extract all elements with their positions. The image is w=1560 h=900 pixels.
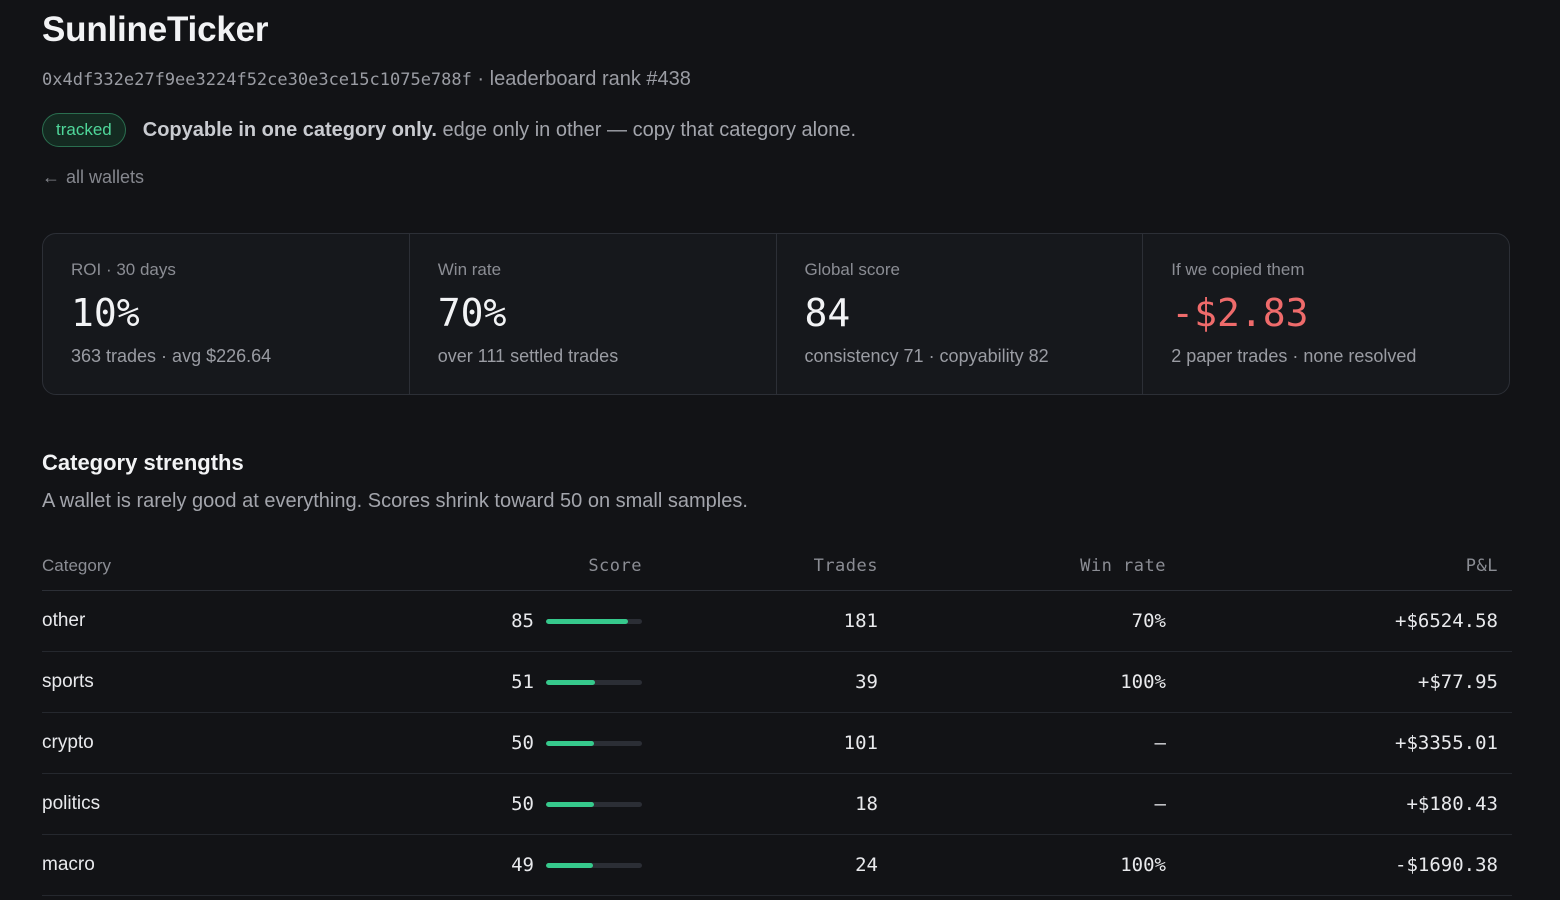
table-row: crypto 50 101 — +$3355.01 <box>42 712 1512 774</box>
stat-label: Win rate <box>437 260 502 279</box>
category-pnl: +$3355.01 <box>1166 712 1512 774</box>
score-bar <box>546 862 642 868</box>
category-win-rate: 100% <box>878 834 1166 896</box>
category-name: other <box>42 590 342 652</box>
table-row: politics 50 18 — +$180.43 <box>42 773 1512 835</box>
category-table: Category Score Trades Win rate P&L other… <box>42 546 1512 896</box>
stat-cards: ROI · 30 days 10% 363 trades · avg $226.… <box>42 233 1510 395</box>
category-score-cell: 49 <box>342 834 642 896</box>
category-name: crypto <box>42 712 342 774</box>
category-name: sports <box>42 651 342 713</box>
category-name: politics <box>42 773 342 835</box>
stat-label: ROI · 30 days <box>71 260 176 279</box>
score-bar-fill <box>546 740 594 746</box>
stat-sub: consistency 71 · copyability 82 <box>804 346 1049 366</box>
stat-value: 84 <box>804 291 851 335</box>
table-row: other 85 181 70% +$6524.58 <box>42 590 1512 652</box>
column-header-score: Score <box>342 546 642 591</box>
stat-label: Global score <box>804 260 900 279</box>
stat-sub: 363 trades · avg $226.64 <box>71 346 272 366</box>
category-score: 85 <box>511 610 534 632</box>
category-pnl: +$77.95 <box>1166 651 1512 713</box>
table-row: sports 51 39 100% +$77.95 <box>42 651 1512 713</box>
score-bar <box>546 740 642 746</box>
category-score-cell: 50 <box>342 773 642 835</box>
category-win-rate: 100% <box>878 651 1166 713</box>
stat-label: If we copied them <box>1171 260 1305 279</box>
stat-value: 10% <box>71 291 140 335</box>
score-bar <box>546 679 642 685</box>
subline-separator: · <box>471 68 490 90</box>
status-message: Copyable in one category only. edge only… <box>143 119 856 142</box>
back-to-all-wallets-link[interactable]: ← all wallets <box>42 167 144 188</box>
column-header-win-rate: Win rate <box>878 546 1166 591</box>
category-strengths-title: Category strengths <box>42 450 244 475</box>
category-score: 49 <box>511 854 534 876</box>
stat-card-global-score: Global score 84 consistency 71 · copyabi… <box>777 234 1144 394</box>
category-trades: 181 <box>642 590 878 652</box>
category-win-rate: — <box>878 773 1166 835</box>
category-trades: 39 <box>642 651 878 713</box>
score-bar-fill <box>546 801 594 807</box>
column-header-trades: Trades <box>642 546 878 591</box>
stat-value: 70% <box>437 291 507 335</box>
stat-card-roi: ROI · 30 days 10% 363 trades · avg $226.… <box>43 234 410 394</box>
status-message-bold: Copyable in one category only. <box>142 118 437 141</box>
category-score: 50 <box>511 793 534 815</box>
column-header-pnl: P&L <box>1166 546 1512 591</box>
stat-sub: 2 paper trades · none resolved <box>1171 346 1417 366</box>
table-header-row: Category Score Trades Win rate P&L <box>42 546 1512 591</box>
category-score-cell: 85 <box>342 590 642 652</box>
leaderboard-rank: leaderboard rank #438 <box>489 68 691 90</box>
category-score: 51 <box>511 671 534 693</box>
category-score-cell: 51 <box>342 651 642 713</box>
wallet-address: 0x4df332e27f9ee3224f52ce30e3ce15c1075e78… <box>42 70 472 90</box>
stat-value: -$2.83 <box>1171 291 1309 335</box>
copy-status: tracked Copyable in one category only. e… <box>42 113 856 147</box>
category-pnl: +$180.43 <box>1166 773 1512 835</box>
score-bar-fill <box>546 618 628 624</box>
category-trades: 18 <box>642 773 878 835</box>
category-trades: 101 <box>642 712 878 774</box>
stat-card-win-rate: Win rate 70% over 111 settled trades <box>410 234 777 394</box>
column-header-category: Category <box>42 546 342 591</box>
score-bar-fill <box>546 679 595 685</box>
wallet-subline: 0x4df332e27f9ee3224f52ce30e3ce15c1075e78… <box>42 68 691 91</box>
category-win-rate: 70% <box>878 590 1166 652</box>
table-row: macro 49 24 100% -$1690.38 <box>42 834 1512 896</box>
score-bar-fill <box>546 862 594 868</box>
category-pnl: -$1690.38 <box>1166 834 1512 896</box>
stat-card-copy-result: If we copied them -$2.83 2 paper trades … <box>1143 234 1509 394</box>
category-trades: 24 <box>642 834 878 896</box>
category-strengths-description: A wallet is rarely good at everything. S… <box>42 490 748 512</box>
arrow-left-icon: ← <box>42 167 60 187</box>
category-score-cell: 50 <box>342 712 642 774</box>
status-badge: tracked <box>42 113 126 147</box>
category-pnl: +$6524.58 <box>1166 590 1512 652</box>
score-bar <box>546 801 642 807</box>
category-name: macro <box>42 834 342 896</box>
stat-sub: over 111 settled trades <box>437 346 619 366</box>
back-link-label: all wallets <box>66 167 145 187</box>
status-message-rest: edge only in other — copy that category … <box>436 118 857 141</box>
score-bar <box>546 618 642 624</box>
category-win-rate: — <box>878 712 1166 774</box>
category-score: 50 <box>511 732 534 754</box>
wallet-title: SunlineTicker <box>42 10 269 49</box>
